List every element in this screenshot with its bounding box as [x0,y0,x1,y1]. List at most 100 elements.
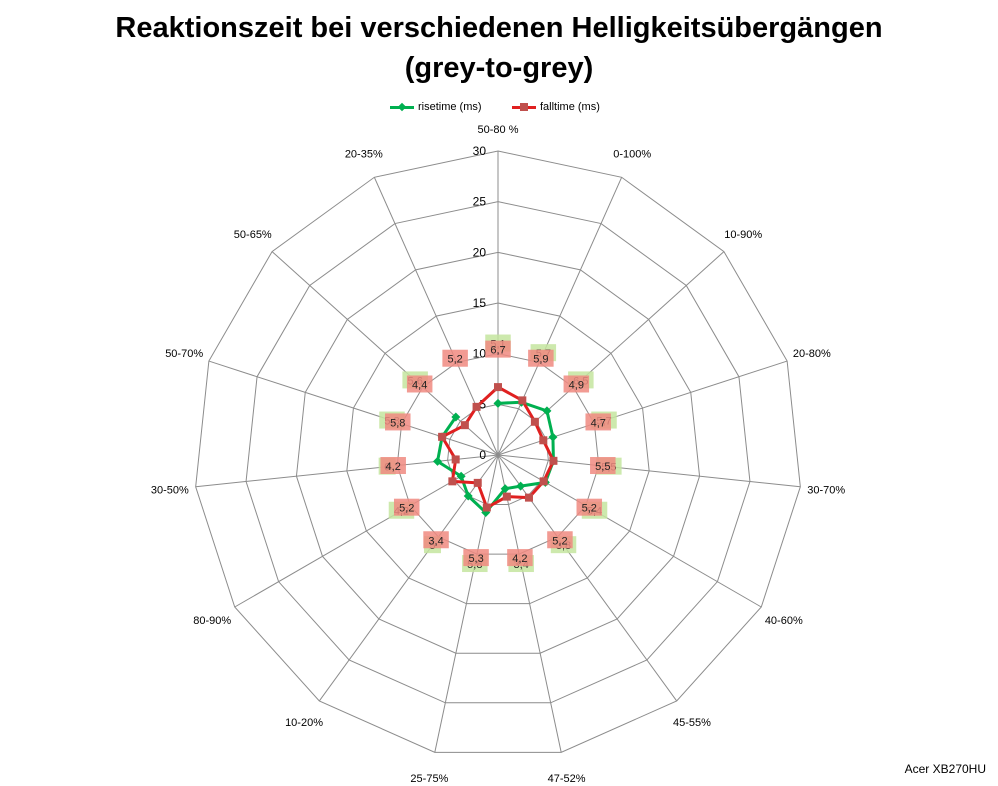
svg-text:5,2: 5,2 [582,503,597,515]
falltime-point [539,436,548,445]
falltime-data-label: 5,5 [590,457,616,475]
falltime-point [530,417,539,426]
legend-line-green [390,102,414,111]
data-labels: 5,15,76,55,75,55,43,83,45,854,265,85,66,… [378,334,622,573]
falltime-data-label: 6,7 [485,340,511,358]
grid-spoke [271,251,499,456]
svg-text:4,2: 4,2 [386,461,401,473]
radial-tick-label: 10 [473,347,487,361]
falltime-point [460,421,469,430]
legend-line-red [512,102,536,111]
legend-item-risetime: risetime (ms) [390,101,482,113]
falltime-data-label: 5,2 [442,349,468,367]
falltime-point [473,478,482,487]
grid-ring [295,251,701,654]
falltime-point [494,383,502,392]
falltime-point [451,455,460,464]
falltime-point [518,396,527,405]
svg-text:5,2: 5,2 [552,535,567,547]
series-layer [433,383,558,517]
svg-text:5,3: 5,3 [468,553,483,565]
risetime-point [456,471,466,481]
falltime-point [472,402,481,411]
square-marker-icon [520,102,528,111]
falltime-point [482,503,491,512]
category-label: 50-65% [234,229,272,241]
category-label: 30-50% [151,484,189,496]
category-label: 10-90% [724,229,762,241]
falltime-data-label: 4,2 [380,457,406,475]
grid-spoke [497,454,562,753]
svg-text:5,2: 5,2 [447,354,462,366]
grid-spoke [195,454,499,488]
grid-spoke [497,454,801,488]
chart-subtitle: (grey-to-grey) [404,52,594,84]
svg-text:4,4: 4,4 [412,379,427,391]
falltime-data-label: 5,2 [393,498,420,516]
category-label: 25-75% [410,773,448,785]
falltime-data-label: 4,9 [563,375,590,393]
grid-spoke [208,360,499,456]
svg-text:6,7: 6,7 [490,345,505,357]
category-label: 50-70% [165,348,203,360]
falltime-point [524,493,533,502]
falltime-data-label: 5,3 [463,549,489,567]
falltime-data-label: 3,4 [423,531,449,549]
category-label: 50-80 % [478,124,519,136]
risetime-point [548,432,558,442]
svg-text:4,9: 4,9 [569,379,584,391]
grid-spoke [497,454,762,608]
svg-text:3,4: 3,4 [428,535,443,547]
risetime-point [451,412,461,422]
radial-tick-label: 20 [473,245,487,259]
category-label: 40-60% [765,615,803,627]
falltime-data-label: 5,8 [385,413,411,431]
falltime-point [448,477,457,486]
falltime-data-label: 4,7 [585,413,611,431]
falltime-point [438,432,447,441]
legend-item-falltime: falltime (ms) [512,101,600,113]
radial-axis-ticks: 0 5 10 15 20 25 30 [473,144,487,462]
series-line-falltime [440,385,555,510]
falltime-data-label: 5,9 [528,349,554,367]
footnote: Acer XB270HU [904,762,986,776]
risetime-point [481,507,491,517]
grid-spoke [497,177,623,456]
category-label: 47-52% [548,773,586,785]
svg-text:5,8: 5,8 [390,417,405,429]
grid-spoke [318,454,499,702]
category-label: 45-55% [673,717,711,729]
legend-label-risetime: risetime (ms) [418,101,482,113]
svg-text:5,2: 5,2 [399,503,414,515]
category-labels: 50-80 % 0-100% 10-90% 20-80% 30-70% 40-60% 45-… [151,124,846,785]
series-line-risetime [436,400,555,514]
category-label: 30-70% [807,484,845,496]
radial-tick-label: 15 [473,296,487,310]
falltime-data-label: 5,2 [576,498,603,516]
falltime-data-label: 4,2 [507,549,533,567]
falltime-data-label: 4,4 [406,375,433,393]
svg-text:5,5: 5,5 [595,461,610,473]
category-label: 20-80% [793,348,831,360]
legend-label-falltime: falltime (ms) [540,101,600,113]
grid-ring [346,302,650,605]
falltime-data-label: 5,2 [547,531,573,549]
falltime-point [549,456,558,465]
category-label: 20-35% [345,149,383,161]
radar-grid [195,150,801,753]
grid-spoke [497,454,678,702]
category-label: 10-20% [285,717,323,729]
grid-ring [195,150,801,753]
radial-tick-label: 5 [479,397,486,411]
radial-tick-label: 0 [479,448,486,462]
category-label: 80-90% [193,615,231,627]
risetime-point [463,491,473,501]
falltime-point [539,477,548,486]
radial-tick-label: 30 [473,144,487,158]
risetime-point [516,481,526,491]
grid-ring [245,201,751,704]
falltime-point [502,492,511,501]
grid-ring [396,353,600,555]
svg-text:5,9: 5,9 [533,354,548,366]
